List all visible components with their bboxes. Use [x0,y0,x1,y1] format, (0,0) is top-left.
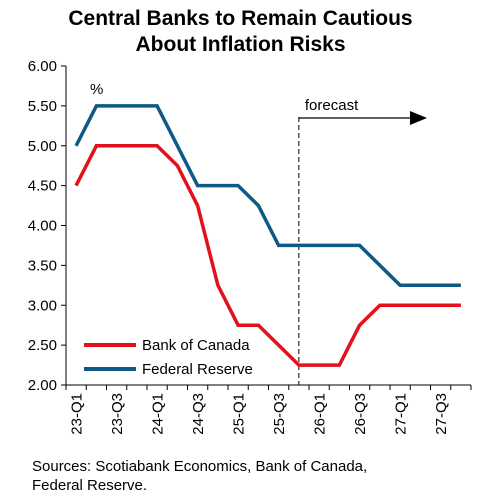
chart-title-line-2: About Inflation Risks [135,33,346,56]
chart-title-line-1: Central Banks to Remain Cautious [68,7,413,30]
y-tick-label: 3.50 [28,257,57,274]
y-tick-label: 2.00 [28,377,57,394]
x-tick-label: 26-Q3 [352,393,369,435]
y-tick-label: 5.00 [28,138,57,155]
source-line-2: Federal Reserve. [32,477,148,494]
x-tick-label: 25-Q1 [230,393,247,435]
series-line-bank-of-canada [74,144,461,367]
y-tick-label: 4.50 [28,178,57,195]
x-tick-label: 23-Q1 [68,393,85,435]
x-tick-label: 23-Q3 [109,393,126,435]
x-tick-label: 25-Q3 [271,393,288,435]
y-unit-label: % [90,81,103,98]
x-tick-label: 26-Q1 [311,393,328,435]
y-tick-label: 2.50 [28,337,57,354]
source-note: Sources: Scotiabank Economics, Bank of C… [32,457,367,495]
legend-label: Bank of Canada [142,337,250,354]
y-tick-label: 6.00 [28,58,57,75]
x-tick-label: 24-Q1 [149,393,166,435]
y-tick-label: 3.00 [28,297,57,314]
source-line-1: Sources: Scotiabank Economics, Bank of C… [32,458,368,475]
chart-title: Central Banks to Remain Cautious About I… [0,6,481,58]
y-tick-label: 5.50 [28,98,57,115]
x-tick-label: 24-Q3 [190,393,207,435]
legend-label: Federal Reserve [142,361,253,378]
x-tick-label: 27-Q3 [433,393,450,435]
series-line-federal-reserve [74,104,461,288]
y-tick-label: 4.00 [28,218,57,235]
x-tick-label: 27-Q1 [392,393,409,435]
forecast-arrow-head [410,111,427,125]
forecast-label: forecast [305,97,359,114]
